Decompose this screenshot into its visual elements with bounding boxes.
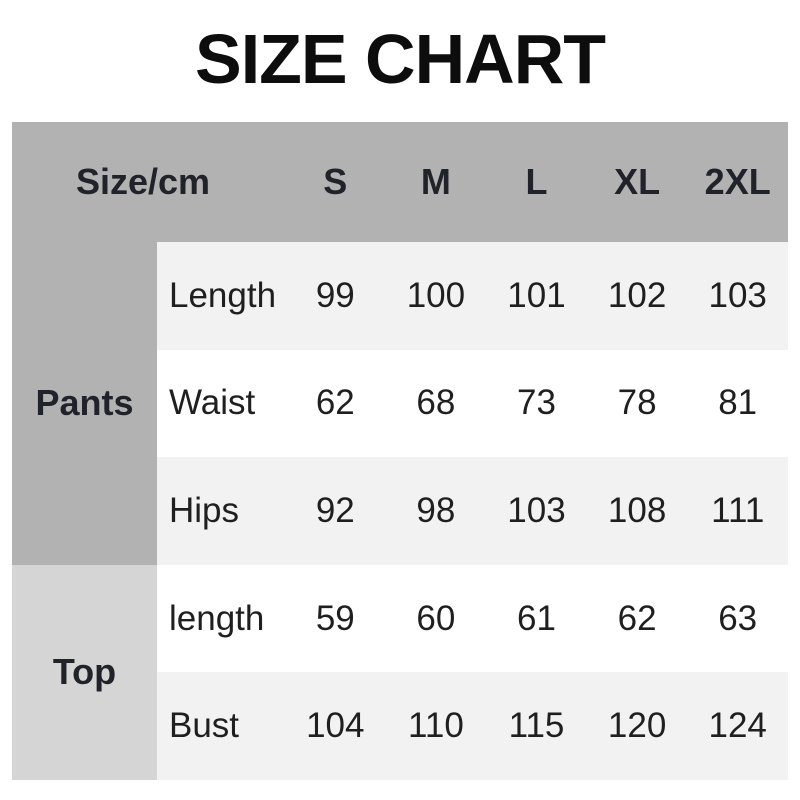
size-header-xl: XL [586, 122, 688, 242]
row-label-top-length: length [157, 564, 285, 673]
value-cell: 73 [486, 349, 587, 458]
value-cell: 68 [385, 349, 487, 458]
value-cell: 102 [586, 242, 688, 350]
value-cell: 62 [586, 564, 688, 673]
value-cell: 103 [486, 457, 587, 565]
value-cell: 62 [285, 349, 386, 458]
value-cell: 104 [285, 672, 386, 780]
value-cell: 115 [486, 672, 587, 780]
value-cell: 59 [285, 564, 386, 673]
row-label-pants-length: Length [157, 242, 285, 350]
value-cell: 103 [687, 242, 788, 350]
value-cell: 98 [385, 457, 487, 565]
value-cell: 78 [586, 349, 688, 458]
row-label-top-bust: Bust [157, 672, 285, 780]
value-cell: 92 [285, 457, 386, 565]
value-cell: 81 [687, 349, 788, 458]
value-cell: 124 [687, 672, 788, 780]
unit-header-cell: Size/cm [12, 122, 285, 242]
size-header-s: S [285, 122, 386, 242]
size-chart-table: Size/cm S M L XL 2XL Pants Top Length 99… [12, 122, 788, 780]
size-header-m: M [385, 122, 487, 242]
value-cell: 120 [586, 672, 688, 780]
size-header-2xl: 2XL [687, 122, 788, 242]
row-label-pants-hips: Hips [157, 457, 285, 565]
group-label-top: Top [12, 564, 157, 780]
value-cell: 63 [687, 564, 788, 673]
value-cell: 60 [385, 564, 487, 673]
value-cell: 108 [586, 457, 688, 565]
value-cell: 61 [486, 564, 587, 673]
value-cell: 101 [486, 242, 587, 350]
size-header-l: L [486, 122, 587, 242]
page-title: SIZE CHART [195, 20, 606, 98]
row-label-pants-waist: Waist [157, 349, 285, 458]
value-cell: 100 [385, 242, 487, 350]
value-cell: 99 [285, 242, 386, 350]
group-label-pants: Pants [12, 242, 157, 565]
value-cell: 110 [385, 672, 487, 780]
value-cell: 111 [687, 457, 788, 565]
